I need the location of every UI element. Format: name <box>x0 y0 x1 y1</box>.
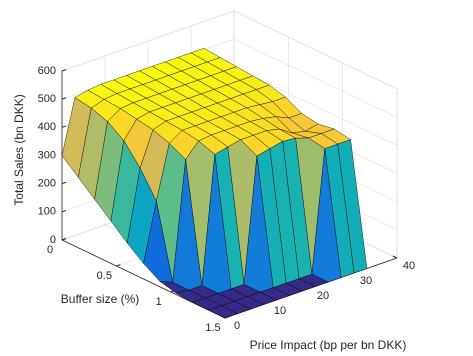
z-tick-label: 500 <box>38 93 56 105</box>
y-tick-label: 0.5 <box>97 270 112 282</box>
z-tick-label: 400 <box>38 121 56 133</box>
y-tick-label: 1.5 <box>205 322 220 334</box>
z-tick-label: 200 <box>38 178 56 190</box>
grid-line <box>233 67 398 146</box>
x-tick-label: 10 <box>274 305 286 317</box>
tick-mark <box>116 264 121 267</box>
z-axis-label: Total Sales (bn DKK) <box>12 94 26 205</box>
tick-mark <box>61 97 67 100</box>
x-axis-label: Price Impact (bp per bn DKK) <box>250 338 407 352</box>
x-tick-label: 40 <box>403 260 415 272</box>
grid-line <box>233 38 398 118</box>
tick-mark <box>61 125 67 128</box>
grid-line <box>233 10 398 90</box>
z-tick-label: 0 <box>50 234 56 246</box>
y-axis-label: Buffer size (%) <box>61 292 139 306</box>
x-tick-label: 30 <box>360 275 372 287</box>
tick-mark <box>61 238 67 241</box>
tick-mark <box>392 255 398 259</box>
tick-mark <box>61 181 67 185</box>
x-tick-label: 20 <box>317 290 329 302</box>
z-tick-label: 100 <box>38 206 56 218</box>
z-tick-label: 300 <box>38 149 56 161</box>
y-tick-label: 0 <box>47 244 53 256</box>
surface-patch <box>208 305 239 319</box>
tick-mark <box>61 209 67 213</box>
y-tick-label: 1 <box>156 296 162 308</box>
tick-mark <box>61 69 67 72</box>
x-tick-label: 0 <box>234 320 240 332</box>
z-tick-label: 600 <box>38 65 56 77</box>
